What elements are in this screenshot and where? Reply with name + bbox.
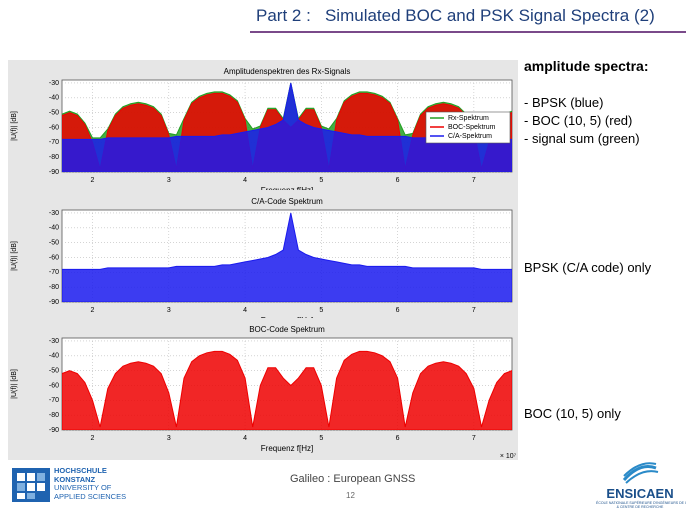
y-tick-label: -80 (49, 154, 59, 161)
y-tick-label: -90 (49, 427, 59, 434)
logo-name: ENSICAEN (606, 486, 674, 501)
x-tick-label: 4 (243, 177, 247, 184)
x-offset-label: × 10⁷ (500, 453, 517, 460)
x-tick-label: 7 (472, 177, 476, 184)
logo-left: HOCHSCHULE KONSTANZ UNIVERSITY OF APPLIE… (12, 466, 126, 507)
y-tick-label: -60 (49, 124, 59, 131)
legend-label: Rx-Spektrum (448, 115, 489, 122)
x-tick-label: 6 (396, 307, 400, 314)
y-tick-label: -70 (49, 269, 59, 276)
chart-title: BOC-Code Spektrum (249, 325, 325, 334)
logo-icon (12, 468, 50, 502)
side-label: BPSK (C/A code) only (524, 260, 652, 275)
x-tick-label: 5 (319, 435, 323, 442)
y-tick-label: -80 (49, 284, 59, 291)
side-label: BOC (10, 5) only (524, 406, 621, 421)
logo-text: KONSTANZ (54, 474, 96, 484)
y-tick-label: -90 (49, 299, 59, 306)
y-tick-label: -80 (49, 412, 59, 419)
side-heading: amplitude spectra: (524, 58, 649, 74)
y-tick-label: -40 (49, 95, 59, 102)
series-group (62, 350, 512, 430)
chart-title: C/A-Code Spektrum (251, 197, 323, 206)
y-axis-label: |U(f)| [dB] (11, 369, 18, 399)
page-number: 12 (346, 491, 355, 500)
slide-title: Part 2 : Simulated BOC and PSK Signal Sp… (256, 6, 655, 25)
logo-right: ENSICAEN ÉCOLE NATIONALE SUPÉRIEURE D'IN… (596, 462, 686, 509)
series-area (62, 350, 512, 430)
x-tick-label: 2 (91, 177, 95, 184)
y-tick-label: -60 (49, 382, 59, 389)
logo-subtitle: & CENTRE DE RECHERCHE (616, 505, 664, 509)
y-tick-label: -30 (49, 80, 59, 87)
y-tick-label: -30 (49, 210, 59, 217)
charts: Amplitudenspektren des Rx-Signals Frequen… (8, 60, 518, 460)
x-tick-label: 5 (319, 177, 323, 184)
side-bullet: - signal sum (green) (524, 131, 640, 146)
x-tick-label: 4 (243, 307, 247, 314)
y-tick-label: -30 (49, 338, 59, 345)
x-tick-label: 6 (396, 177, 400, 184)
x-tick-label: 3 (167, 435, 171, 442)
footer-text: Galileo : European GNSS (290, 473, 416, 485)
x-tick-label: 6 (396, 435, 400, 442)
y-tick-label: -40 (49, 225, 59, 232)
y-axis-label: |U(f)| [dB] (11, 241, 18, 271)
logo-icon (622, 462, 659, 484)
logo-text: UNIVERSITY OF (54, 483, 112, 493)
x-tick-label: 2 (91, 435, 95, 442)
legend-label: C/A-Spektrum (448, 133, 492, 140)
y-tick-label: -40 (49, 353, 59, 360)
x-tick-label: 3 (167, 177, 171, 184)
side-bullet: - BPSK (blue) (524, 95, 604, 110)
y-axis-label: |U(f)| [dB] (11, 111, 18, 141)
x-tick-label: 5 (319, 307, 323, 314)
x-tick-label: 7 (472, 435, 476, 442)
y-tick-label: -50 (49, 239, 59, 246)
series-area (62, 212, 512, 302)
y-tick-label: -50 (49, 367, 59, 374)
y-tick-label: -90 (49, 169, 59, 176)
logo-text: HOCHSCHULE (54, 466, 107, 475)
y-tick-label: -60 (49, 254, 59, 261)
logo-subtitle: ÉCOLE NATIONALE SUPÉRIEURE D'INGÉNIEURS … (596, 501, 686, 505)
y-tick-label: -50 (49, 109, 59, 116)
chart-title: Amplitudenspektren des Rx-Signals (224, 67, 351, 76)
y-tick-label: -70 (49, 397, 59, 404)
logo-text: APPLIED SCIENCES (54, 491, 127, 501)
series-group (62, 212, 512, 302)
x-tick-label: 7 (472, 307, 476, 314)
title-rule (250, 31, 686, 33)
x-tick-label: 3 (167, 307, 171, 314)
y-tick-label: -70 (49, 139, 59, 146)
legend-label: BOC-Spektrum (448, 124, 496, 131)
x-tick-label: 4 (243, 435, 247, 442)
x-tick-label: 2 (91, 307, 95, 314)
x-axis-label: Frequenz f[Hz] (261, 444, 313, 453)
side-bullet: - BOC (10, 5) (red) (524, 113, 633, 128)
